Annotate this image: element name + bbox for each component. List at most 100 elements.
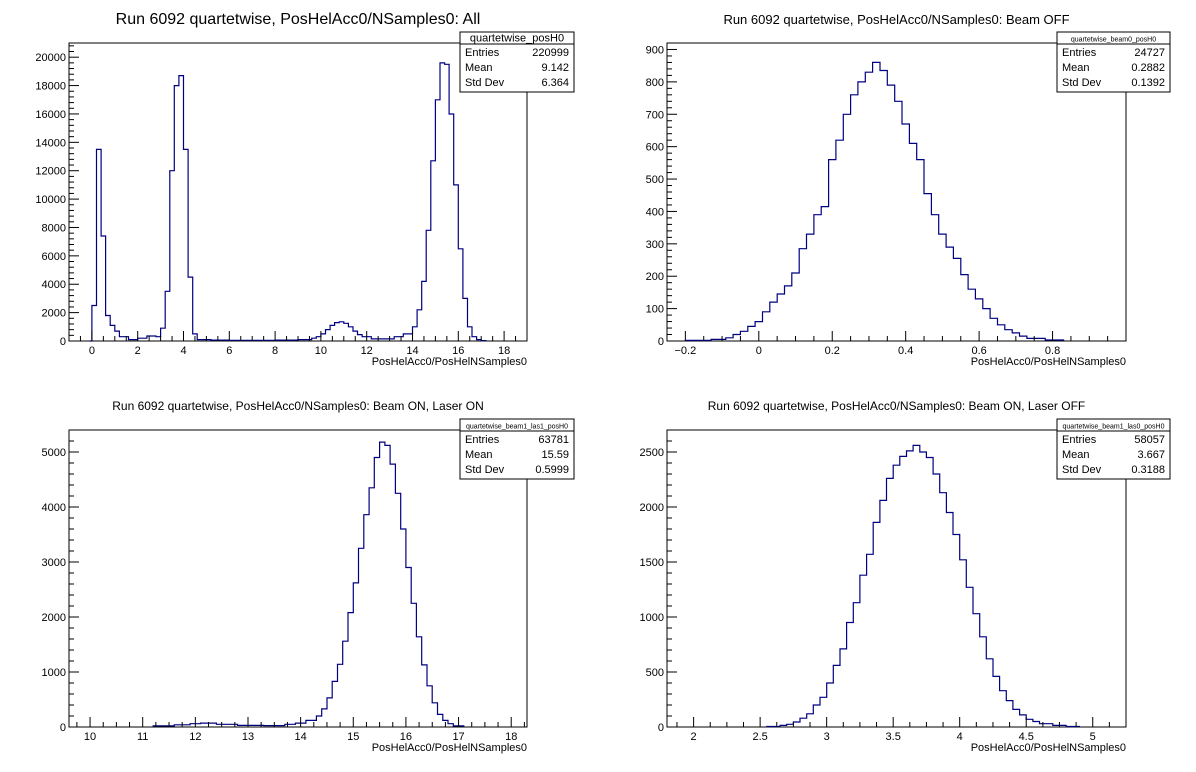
stats-row-value: 24727 [1134, 47, 1165, 59]
stats-row-label: Entries [1062, 47, 1097, 59]
stats-row-label: Std Dev [465, 77, 505, 89]
y-tick-label: 3000 [42, 557, 66, 569]
x-tick-label: 0.4 [898, 345, 913, 357]
chart-title: Run 6092 quartetwise, PosHelAcc0/NSample… [112, 399, 484, 413]
stats-row-value: 9.142 [541, 62, 569, 74]
y-tick-label: 18000 [35, 81, 66, 93]
chart-title: Run 6092 quartetwise, PosHelAcc0/NSample… [708, 399, 1086, 413]
x-tick-label: 5 [1090, 731, 1096, 743]
x-tick-label: 18 [498, 345, 510, 357]
stats-row-label: Std Dev [465, 464, 505, 476]
x-tick-label: −0.2 [675, 345, 697, 357]
stats-box-name: quartetwise_beam0_posH0 [1071, 37, 1156, 44]
x-tick-label: 15 [347, 731, 359, 743]
y-tick-label: 800 [646, 77, 664, 89]
stats-row-value: 63781 [538, 434, 569, 446]
y-tick-label: 300 [646, 239, 664, 251]
x-tick-label: 17 [452, 731, 464, 743]
stats-row-label: Mean [1062, 62, 1090, 74]
stats-row-label: Entries [465, 434, 500, 446]
x-tick-label: 16 [400, 731, 412, 743]
x-tick-label: 0 [756, 345, 762, 357]
x-axis-label: PosHelAcc0/PosHelNSamples0 [971, 742, 1126, 754]
stats-row-label: Entries [465, 47, 500, 59]
x-tick-label: 0.6 [971, 345, 986, 357]
y-tick-label: 2000 [42, 308, 66, 320]
y-tick-label: 500 [646, 667, 664, 679]
x-tick-label: 3.5 [886, 731, 901, 743]
stats-row-label: Mean [1062, 449, 1090, 461]
histogram-series [152, 441, 465, 727]
y-tick-label: 5000 [42, 447, 66, 459]
stats-row-value: 6.364 [541, 77, 569, 89]
y-tick-label: 1500 [640, 557, 664, 569]
stats-row-value: 0.1392 [1131, 77, 1165, 89]
stats-box: quartetwise_beam1_las1_posH0 Entries 63781… [459, 418, 575, 480]
stats-box-name: quartetwise_posH0 [470, 33, 564, 45]
plot-frame [666, 429, 1127, 728]
x-tick-label: 4 [180, 345, 186, 357]
x-tick-label: 4.5 [1019, 731, 1034, 743]
histogram-series [684, 61, 1065, 341]
stats-box-frame [459, 418, 575, 480]
x-tick-label: 18 [505, 731, 517, 743]
x-tick-label: 14 [406, 345, 418, 357]
stats-box-name: quartetwise_beam1_las0_posH0 [1063, 424, 1165, 431]
x-tick-label: 10 [315, 345, 327, 357]
stats-row-value: 15.59 [541, 449, 569, 461]
y-tick-label: 12000 [35, 166, 66, 178]
histogram-series [89, 62, 487, 342]
stats-row-value: 0.2882 [1131, 62, 1165, 74]
stats-row-value: 0.3188 [1131, 464, 1165, 476]
x-tick-label: 6 [226, 345, 232, 357]
x-tick-label: 8 [272, 345, 278, 357]
stats-box-frame [459, 31, 575, 93]
y-tick-label: 2500 [640, 447, 664, 459]
stats-row-label: Entries [1062, 434, 1097, 446]
y-tick-label: 4000 [42, 279, 66, 291]
stats-box: quartetwise_beam0_posH0 Entries 24727 Mean 0… [1056, 31, 1171, 93]
histogram-panel-2: Run 6092 quartetwise, PosHelAcc0/NSample… [646, 12, 1171, 368]
stats-box: quartetwise_posH0 Entries 220999 Mean 9.142 S… [459, 31, 575, 93]
x-tick-label: 11 [137, 731, 148, 743]
y-tick-label: 500 [646, 174, 664, 186]
stats-row-value: 220999 [532, 47, 569, 59]
y-tick-label: 20000 [35, 52, 66, 64]
y-tick-label: 2000 [640, 502, 664, 514]
x-axis-label: PosHelAcc0/PosHelNSamples0 [971, 356, 1126, 368]
stats-box-frame [1056, 31, 1171, 93]
x-tick-label: 14 [295, 731, 307, 743]
histogram-series [766, 444, 1080, 728]
x-tick-label: 2 [691, 731, 697, 743]
x-tick-label: 4 [957, 731, 963, 743]
y-tick-label: 200 [646, 271, 664, 283]
y-tick-label: 1000 [640, 612, 664, 624]
y-tick-label: 10000 [35, 194, 66, 206]
chart-title: Run 6092 quartetwise, PosHelAcc0/NSample… [116, 11, 481, 28]
y-tick-label: 0 [658, 336, 664, 348]
histogram-panel-4: Run 6092 quartetwise, PosHelAcc0/NSample… [640, 399, 1171, 754]
y-tick-label: 0 [60, 722, 66, 734]
x-tick-label: 3 [824, 731, 830, 743]
histogram-panel-3: Run 6092 quartetwise, PosHelAcc0/NSample… [42, 399, 575, 754]
y-tick-label: 8000 [42, 222, 66, 234]
plot-frame [68, 429, 528, 728]
y-tick-label: 600 [646, 142, 664, 154]
y-tick-label: 900 [646, 44, 664, 56]
x-tick-label: 0.2 [825, 345, 840, 357]
stats-row-label: Std Dev [1062, 464, 1102, 476]
x-tick-label: 10 [84, 731, 96, 743]
x-tick-label: 12 [361, 345, 373, 357]
y-tick-label: 1000 [42, 667, 66, 679]
y-tick-label: 6000 [42, 251, 66, 263]
stats-row-value: 0.5999 [535, 464, 569, 476]
x-axis-label: PosHelAcc0/PosHelNSamples0 [372, 356, 527, 368]
stats-row-value: 58057 [1134, 434, 1165, 446]
y-tick-label: 16000 [35, 109, 66, 121]
stats-row-value: 3.667 [1137, 449, 1165, 461]
stats-row-label: Mean [465, 62, 493, 74]
stats-row-label: Mean [465, 449, 493, 461]
x-tick-label: 12 [189, 731, 201, 743]
x-tick-label: 16 [452, 345, 464, 357]
